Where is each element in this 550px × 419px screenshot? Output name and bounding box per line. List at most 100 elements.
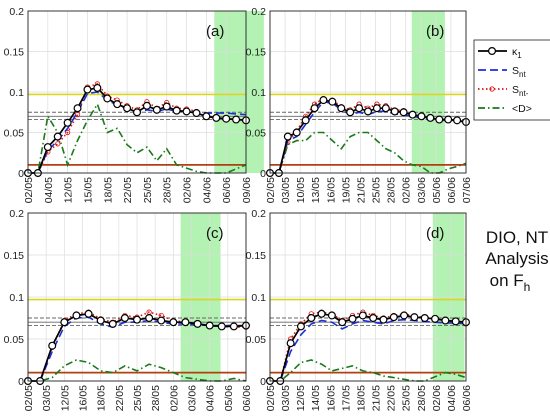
point-kappa — [162, 102, 171, 111]
x-tick-label: 06/06 — [221, 177, 233, 203]
point-kappa — [420, 314, 429, 323]
panel-label: (a) — [206, 23, 224, 40]
point-kappa — [120, 314, 129, 323]
annotation-line3: on Fh — [490, 271, 531, 294]
x-tick-label: 28/05 — [386, 177, 398, 203]
point-kappa — [60, 318, 69, 327]
x-tick-label: 18/05 — [96, 385, 108, 411]
axes-box — [27, 10, 247, 174]
point-kappa — [364, 107, 373, 116]
legend-items: κ1 Snt Snt- <D> — [478, 46, 532, 115]
panel-3: 0 0.05 0.1 0.15 0.2 02/05 03/05 12/05 16/05 18/05… — [4, 208, 253, 411]
series-line-snt — [270, 318, 467, 382]
panels-group: 0 0.05 0.1 0.15 0.2 02/05 04/05 12/05 15/05 18/05… — [4, 6, 473, 411]
x-tick-label: 02/05 — [265, 385, 277, 411]
point-kappa — [327, 311, 336, 320]
legend-label-snt: Snt — [512, 65, 526, 79]
axes-box — [27, 212, 247, 382]
point-kappa — [133, 315, 142, 324]
series-line-sntm — [28, 82, 247, 174]
point-kappa — [43, 143, 52, 152]
point-kappa — [296, 322, 305, 331]
point-kappa — [426, 113, 435, 122]
point-kappa — [346, 108, 355, 117]
panel-1: 0 0.05 0.1 0.15 0.2 02/05 04/05 12/05 15/05 18/05… — [4, 6, 264, 203]
point-kappa — [123, 104, 132, 113]
point-kappa — [142, 101, 151, 110]
legend-marker-kappa — [488, 46, 497, 55]
legend-box — [473, 39, 550, 121]
x-tick-label: 18/05 — [355, 385, 367, 411]
point-kappa — [232, 115, 241, 124]
axes-box — [269, 212, 467, 382]
point-kappa — [399, 108, 408, 117]
x-tick-label: 03/05 — [280, 177, 292, 203]
y-tick-label: 0.1 — [251, 292, 266, 304]
point-kappa — [48, 341, 57, 350]
point-kappa — [389, 313, 398, 322]
x-tick-label: 16/05 — [325, 385, 337, 411]
point-sntm — [55, 141, 61, 147]
y-tick-label: 0.15 — [4, 250, 25, 262]
series-line-d — [270, 131, 467, 174]
point-kappa — [381, 104, 390, 113]
point-kappa — [73, 104, 82, 113]
point-kappa — [451, 317, 460, 326]
x-tick-label: 05/06 — [223, 385, 235, 411]
point-kappa — [283, 132, 292, 141]
x-tick-label: 06/06 — [446, 177, 458, 203]
point-kappa — [453, 116, 462, 125]
x-tick-label: 06/06 — [461, 385, 473, 411]
x-tick-label: 03/05 — [280, 385, 292, 411]
legend-label-d: <D> — [512, 103, 532, 115]
y-tick-label: 0.2 — [251, 208, 266, 220]
panel-label: (d) — [426, 225, 444, 242]
x-tick-label: 13/05 — [310, 177, 322, 203]
point-kappa — [328, 97, 337, 106]
side-annotation: DIO, NT Analysis on Fh — [485, 228, 548, 294]
x-tick-label: 10/05 — [295, 177, 307, 203]
legend-label-sntm: Snt- — [512, 84, 529, 98]
panel-label: (b) — [426, 23, 444, 40]
panel-label: (c) — [206, 225, 224, 242]
point-kappa — [103, 94, 112, 103]
point-kappa — [96, 316, 105, 325]
point-kappa — [222, 114, 231, 123]
series-line-d — [28, 359, 247, 382]
point-kappa — [113, 100, 122, 109]
x-tick-label: 04/06 — [446, 385, 458, 411]
x-tick-label: 22/05 — [386, 385, 398, 411]
point-kappa — [133, 108, 142, 117]
axes-box — [269, 10, 467, 174]
x-tick-label: 12/05 — [63, 177, 75, 203]
x-tick-label: 16/05 — [78, 385, 90, 411]
point-kappa — [72, 311, 81, 320]
y-tick-label: 0 — [260, 376, 266, 388]
x-tick-label: 15/05 — [82, 177, 94, 203]
y-tick-label: 0.1 — [251, 87, 266, 99]
annotation-line3-main: on F — [490, 271, 524, 290]
panel-4: 0 0.05 0.1 0.15 0.2 02/05 03/05 12/05 14/05 16/05… — [246, 208, 473, 411]
point-kappa — [441, 316, 450, 325]
annotation-line1: DIO, NT — [486, 228, 548, 247]
point-kappa — [212, 113, 221, 122]
point-kappa — [229, 322, 238, 331]
x-tick-label: 19/05 — [340, 177, 352, 203]
x-tick-label: 25/05 — [132, 385, 144, 411]
point-kappa — [400, 311, 409, 320]
point-kappa — [444, 115, 453, 124]
x-tick-label: 04/06 — [201, 177, 213, 203]
x-tick-label: 02/05 — [265, 177, 277, 203]
x-tick-label: 03/06 — [187, 385, 199, 411]
x-tick-label: 18/05 — [102, 177, 114, 203]
point-kappa — [379, 315, 388, 324]
point-kappa — [410, 313, 419, 322]
y-tick-label: 0.15 — [246, 250, 267, 262]
point-kappa — [181, 318, 190, 327]
x-tick-label: 12/05 — [295, 385, 307, 411]
y-tick-label: 0 — [260, 168, 266, 180]
y-tick-label: 0 — [18, 376, 24, 388]
point-kappa — [435, 115, 444, 124]
y-tick-label: 0.2 — [9, 208, 24, 220]
